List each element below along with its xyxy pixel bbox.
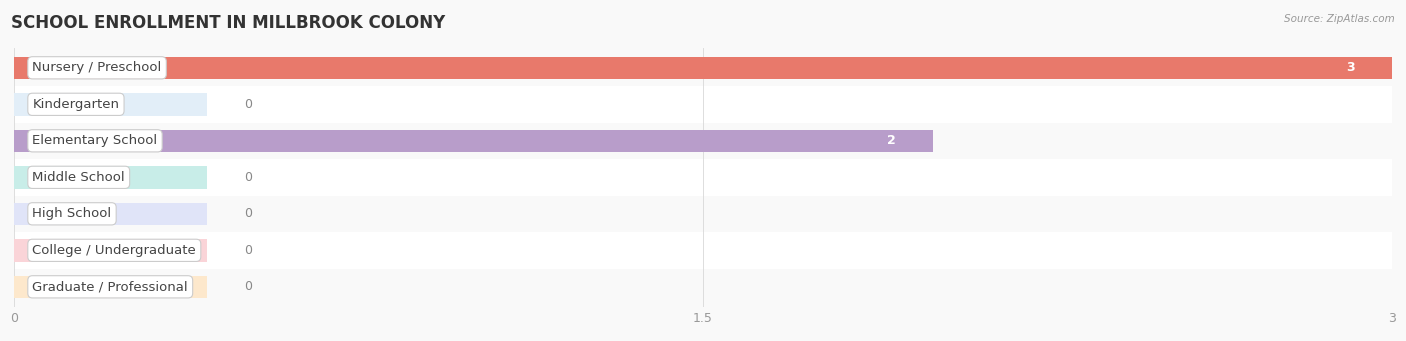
Text: 0: 0 — [243, 171, 252, 184]
Text: Nursery / Preschool: Nursery / Preschool — [32, 61, 162, 74]
Text: Source: ZipAtlas.com: Source: ZipAtlas.com — [1284, 14, 1395, 24]
Bar — [14, 166, 207, 189]
Text: Middle School: Middle School — [32, 171, 125, 184]
Bar — [14, 159, 1392, 196]
Bar — [14, 93, 207, 116]
Text: Elementary School: Elementary School — [32, 134, 157, 147]
Text: SCHOOL ENROLLMENT IN MILLBROOK COLONY: SCHOOL ENROLLMENT IN MILLBROOK COLONY — [11, 14, 446, 32]
Bar — [14, 122, 1392, 159]
Text: College / Undergraduate: College / Undergraduate — [32, 244, 197, 257]
Bar — [14, 239, 207, 262]
Text: 0: 0 — [243, 244, 252, 257]
Text: Graduate / Professional: Graduate / Professional — [32, 280, 188, 293]
Text: 0: 0 — [243, 98, 252, 111]
Text: 0: 0 — [243, 207, 252, 220]
Bar — [14, 86, 1392, 122]
Bar — [14, 130, 932, 152]
Bar — [14, 269, 1392, 305]
Text: Kindergarten: Kindergarten — [32, 98, 120, 111]
Text: 2: 2 — [887, 134, 896, 147]
Bar — [14, 232, 1392, 269]
Bar — [14, 57, 1392, 79]
Bar — [14, 276, 207, 298]
Bar — [14, 49, 1392, 86]
Bar — [14, 196, 1392, 232]
Bar — [14, 203, 207, 225]
Text: 0: 0 — [243, 280, 252, 293]
Text: High School: High School — [32, 207, 111, 220]
Text: 3: 3 — [1347, 61, 1355, 74]
